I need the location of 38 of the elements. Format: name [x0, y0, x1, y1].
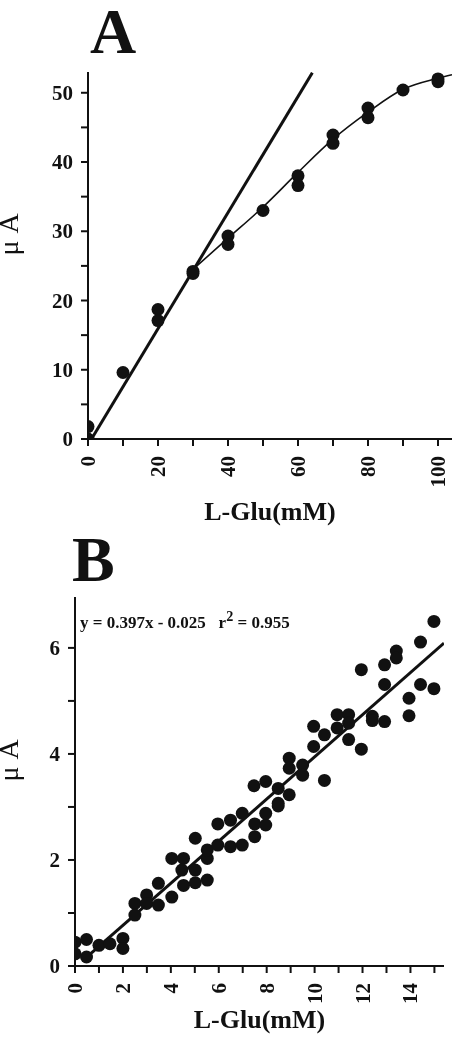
x-tick-label: 100 [426, 456, 450, 488]
y-tick-label: 10 [52, 357, 73, 382]
point [396, 83, 410, 97]
y-tick-label: 50 [52, 80, 73, 105]
x-tick-label: 0 [63, 983, 87, 994]
x-tick-label: 80 [356, 456, 380, 477]
x-tick-label: 2 [110, 983, 135, 994]
x-axis-title: L-Glu(mM) [192, 1004, 327, 1036]
x-tick-label: 0 [76, 456, 100, 467]
y-tick-label: 20 [52, 288, 73, 313]
point [256, 203, 270, 217]
x-tick-label: 14 [398, 982, 423, 1004]
x-tick-label: 8 [254, 983, 279, 994]
x-tick-label: 4 [158, 982, 183, 994]
y-tick-label: 4 [49, 741, 61, 766]
point [291, 179, 305, 193]
x-tick-label: 20 [146, 456, 170, 477]
annotation: y = 0.397x - 0.025 r$^{2}$ = 0.955 [80, 608, 290, 633]
x-axis-title: L-Glu(mM) [204, 497, 336, 526]
x-tick-label: 60 [286, 456, 310, 477]
point [361, 111, 375, 125]
y-tick-label: 30 [52, 219, 73, 244]
x-tick-label: 10 [302, 983, 327, 1004]
y-tick-label: 40 [52, 150, 73, 175]
chart-title: A [90, 0, 137, 68]
y-tick-label: 6 [49, 635, 60, 660]
y-tick-label: 0 [49, 954, 60, 978]
point [151, 314, 165, 328]
y-tick-label: 0 [62, 427, 73, 451]
y-axis-title: μ A [0, 212, 24, 256]
y-tick-label: 2 [49, 847, 60, 872]
y-axis-title: μ A [0, 738, 24, 782]
x-tick-label: 12 [350, 983, 375, 1004]
point [116, 366, 130, 380]
x-tick-label: 40 [216, 456, 240, 477]
chart-title: B [72, 524, 115, 596]
point [151, 303, 165, 317]
x-tick-label: 6 [206, 983, 231, 994]
